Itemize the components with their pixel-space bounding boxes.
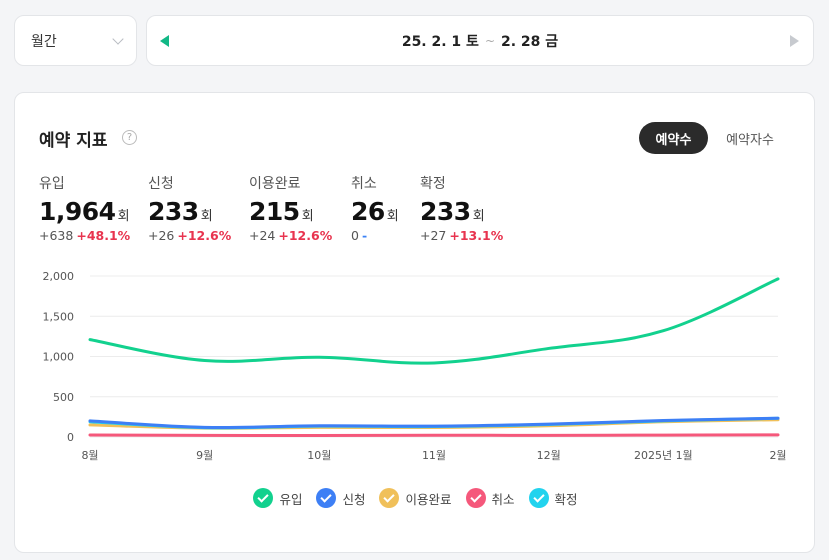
- kpi-label: 신청: [148, 176, 174, 192]
- y-tick-label: 1,000: [43, 351, 75, 364]
- period-select-value: 월간: [31, 33, 57, 50]
- prev-period-icon[interactable]: [160, 35, 169, 47]
- reservation-metrics-card: 예약 지표 ? 예약수 예약자수 유입 1,964 회 +638 +48.1% 신청…: [14, 92, 815, 553]
- kpi-value: 233: [148, 197, 199, 226]
- check-icon: [465, 488, 486, 508]
- kpi-delta: +638: [39, 228, 74, 243]
- kpi-label: 확정: [420, 176, 446, 192]
- y-tick-label: 1,500: [43, 310, 75, 323]
- kpi-pct: +13.1%: [449, 228, 504, 243]
- x-tick-label: 12월: [537, 449, 561, 462]
- card-title: 예약 지표: [39, 131, 108, 151]
- legend-label: 유입: [279, 491, 303, 507]
- toggle-reserver-count[interactable]: 예약자수: [726, 132, 774, 148]
- series-line-3: [88, 433, 780, 438]
- legend-item-visits[interactable]: 유입: [253, 488, 302, 508]
- date-range-navigator: 25. 2. 1 토 ~ 2. 28 금: [146, 15, 814, 66]
- legend-label: 이용완료: [405, 491, 452, 507]
- y-tick-label: 0: [67, 431, 74, 444]
- kpi-delta: +26: [148, 228, 175, 243]
- check-icon: [528, 488, 549, 508]
- x-tick-label: 2월: [769, 449, 786, 462]
- kpi-unit: 회: [200, 209, 213, 224]
- date-range-separator: ~: [484, 33, 495, 48]
- legend-item-completed[interactable]: 이용완료: [379, 488, 452, 508]
- kpi-pct: -: [361, 228, 368, 243]
- kpi-unit: 회: [472, 209, 485, 224]
- series-line-1: [88, 416, 780, 430]
- kpi-unit: 회: [301, 209, 314, 224]
- kpi-value: 1,964: [39, 197, 116, 226]
- kpi-confirmed: 확정 233 회 +27 +13.1%: [420, 173, 503, 243]
- kpi-value: 233: [420, 197, 471, 226]
- kpi-delta: +24: [249, 228, 276, 243]
- legend-item-requests[interactable]: 신청: [316, 488, 365, 508]
- line-chart: 2,000 1,500 1,000 500 0 8월 9월 10월 11월 12월 2025년 1월…: [43, 270, 787, 462]
- date-range-end: 2. 28 금: [501, 33, 559, 50]
- chart-legend: 유입 신청 이용완료 취소 확정: [15, 488, 816, 508]
- kpi-delta: 0: [351, 228, 359, 243]
- toggle-reservation-count[interactable]: 예약수: [639, 122, 708, 154]
- kpi-unit: 회: [386, 209, 399, 224]
- legend-label: 신청: [342, 491, 366, 507]
- kpi-label: 취소: [351, 176, 377, 192]
- kpi-value: 215: [249, 197, 300, 226]
- x-tick-label: 8월: [81, 449, 98, 462]
- kpi-cancelled: 취소 26 회 0-: [351, 173, 399, 243]
- next-period-icon[interactable]: [790, 35, 799, 47]
- kpi-delta: +27: [420, 228, 447, 243]
- kpi-unit: 회: [117, 209, 130, 224]
- check-icon: [253, 488, 274, 508]
- kpi-pct: +12.6%: [177, 228, 232, 243]
- kpi-requests: 신청 233 회 +26 +12.6%: [148, 173, 231, 243]
- y-tick-label: 500: [53, 391, 74, 404]
- series-line-0: [88, 277, 780, 365]
- y-tick-label: 2,000: [43, 270, 75, 283]
- help-icon[interactable]: ?: [122, 130, 137, 145]
- period-select[interactable]: 월간: [14, 15, 137, 66]
- kpi-completed: 이용완료 215 회 +24 +12.6%: [249, 173, 332, 243]
- kpi-pct: +48.1%: [76, 228, 131, 243]
- kpi-label: 유입: [39, 176, 65, 192]
- kpi-value: 26: [351, 197, 385, 226]
- x-tick-label: 10월: [307, 449, 331, 462]
- date-range-start: 25. 2. 1 토: [401, 33, 479, 50]
- x-tick-label: 11월: [422, 449, 446, 462]
- legend-item-confirmed[interactable]: 확정: [528, 488, 578, 508]
- legend-label: 확정: [554, 491, 578, 507]
- chevron-down-icon: [112, 32, 124, 45]
- check-icon: [379, 488, 400, 508]
- check-icon: [316, 488, 337, 508]
- legend-item-cancelled[interactable]: 취소: [465, 488, 515, 508]
- legend-label: 취소: [491, 491, 515, 507]
- kpi-pct: +12.6%: [278, 228, 333, 243]
- x-tick-label: 2025년 1월: [634, 449, 693, 462]
- x-tick-label: 9월: [196, 449, 213, 462]
- kpi-label: 이용완료: [249, 176, 301, 192]
- kpi-visits: 유입 1,964 회 +638 +48.1%: [39, 173, 130, 243]
